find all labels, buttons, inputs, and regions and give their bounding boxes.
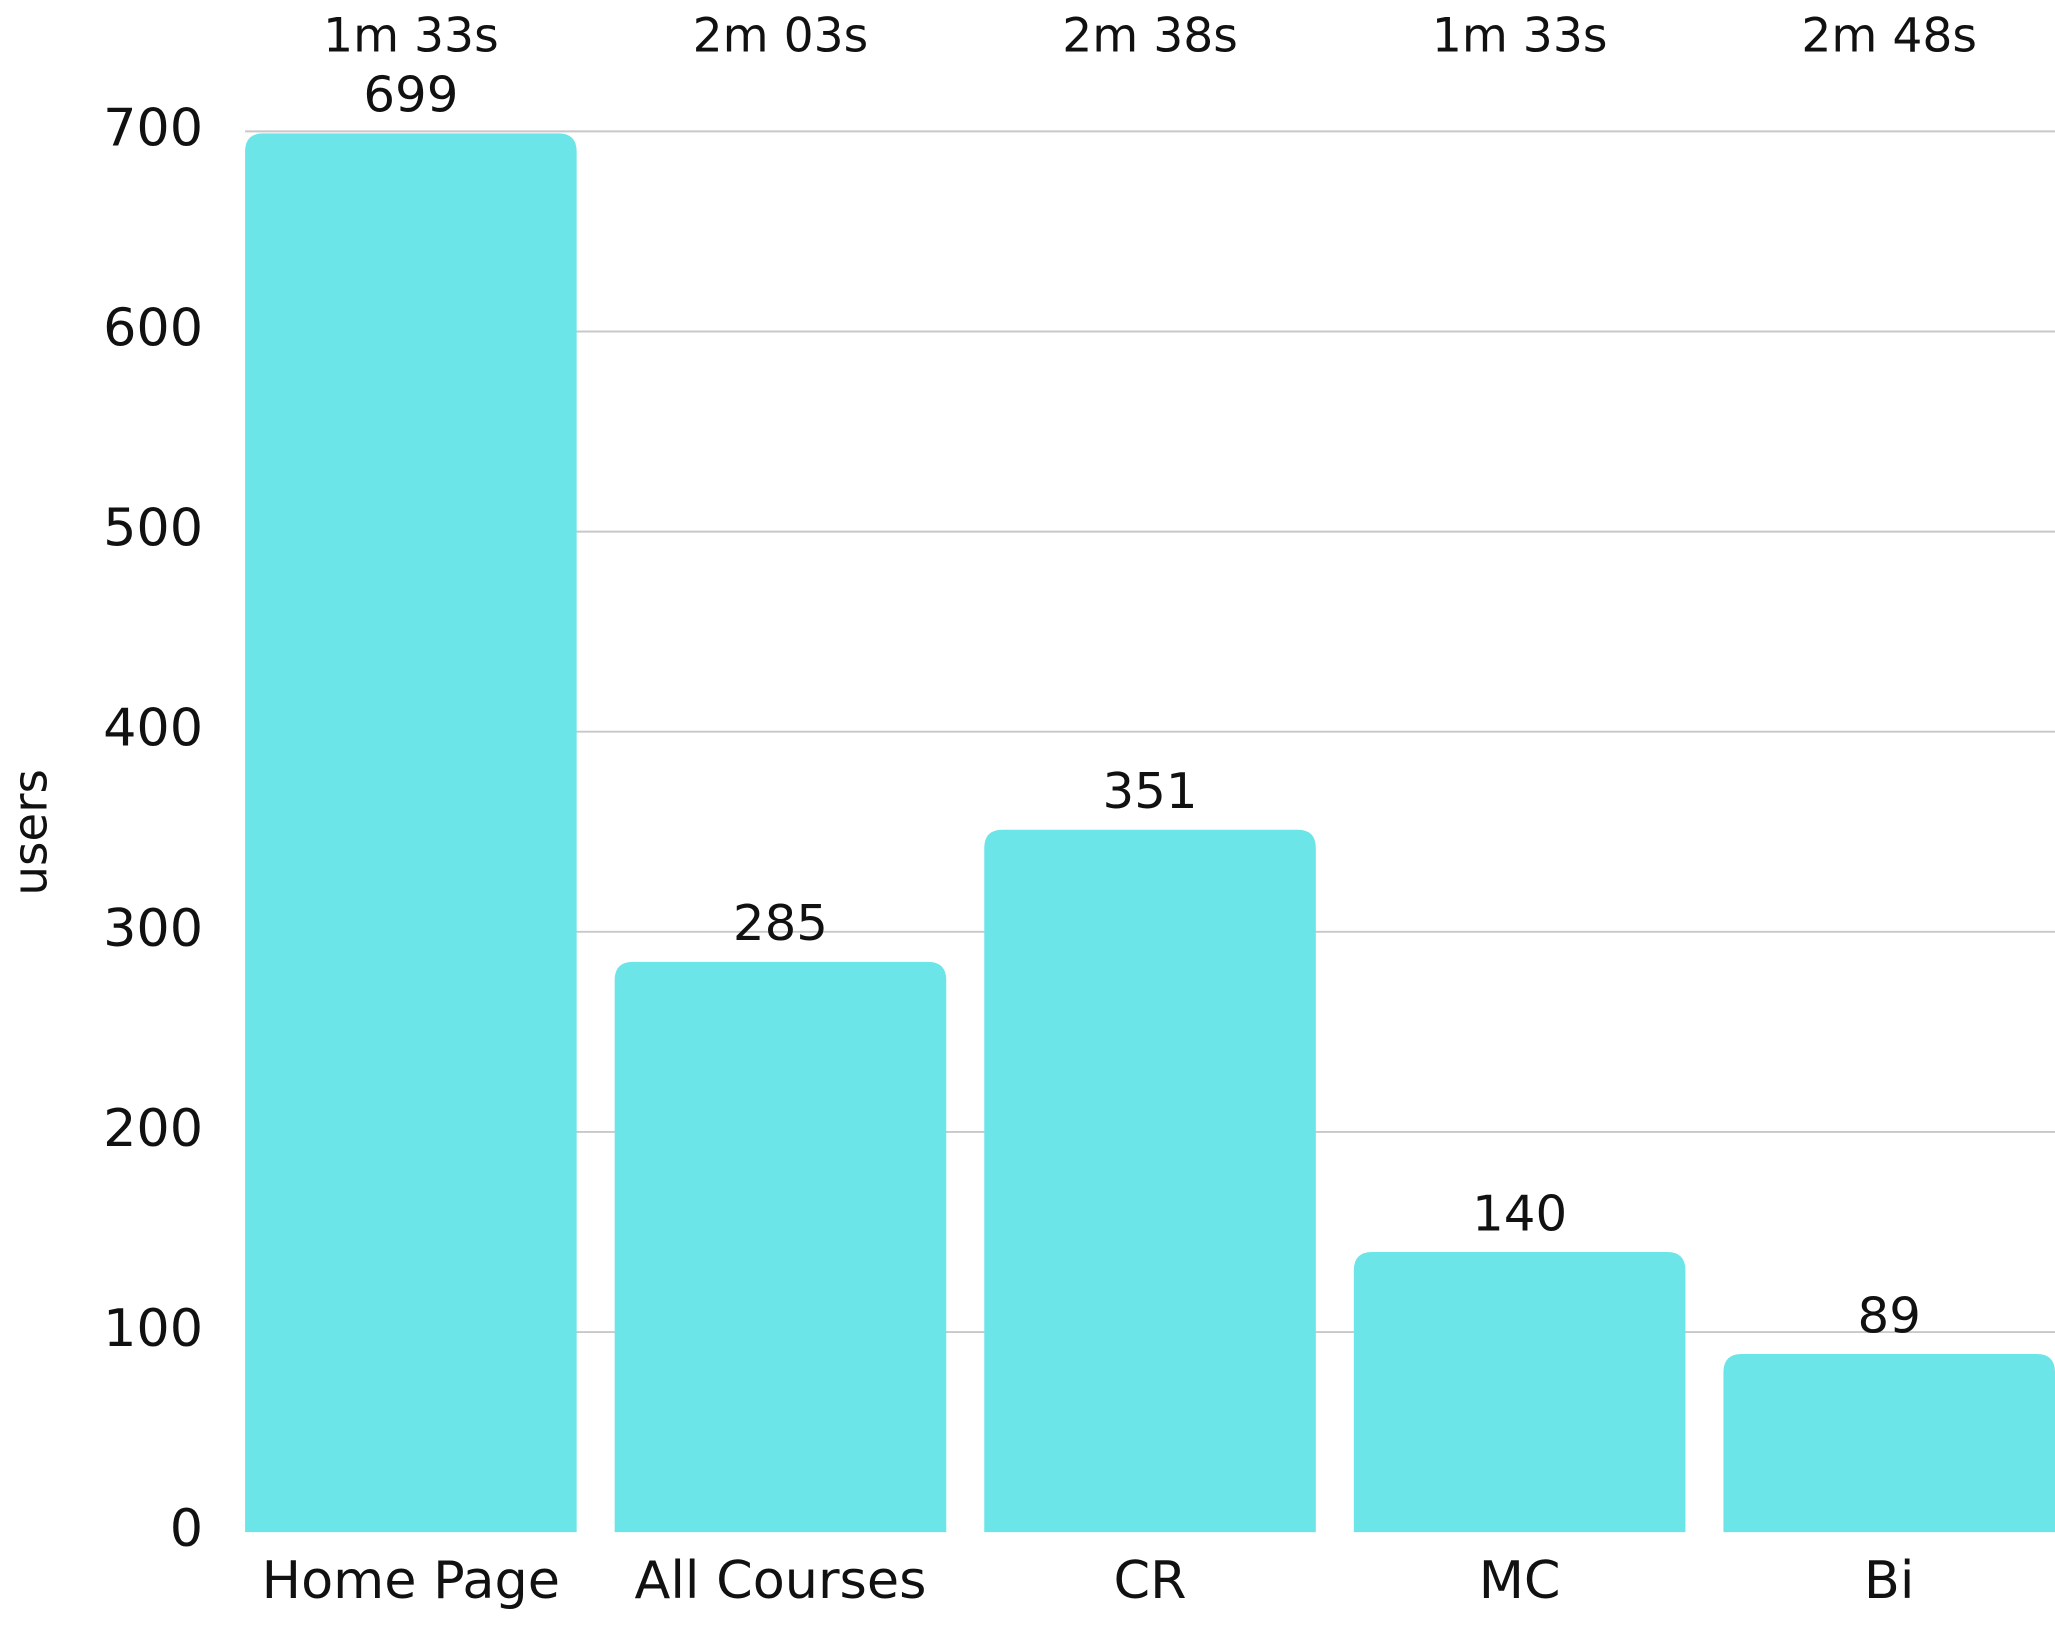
annotation: 2m 38s <box>1062 9 1238 64</box>
bar <box>1723 1354 2055 1533</box>
value-label: 89 <box>1858 1287 1921 1345</box>
annotation: 2m 48s <box>1801 9 1977 64</box>
y-tick-label: 200 <box>103 1099 203 1159</box>
value-label: 285 <box>733 894 828 952</box>
y-tick-label: 0 <box>170 1499 203 1559</box>
annotation: 1m 33s <box>323 9 499 64</box>
bar <box>614 961 947 1533</box>
y-tick-label: 300 <box>103 899 203 959</box>
bar <box>245 133 577 1533</box>
value-label: 140 <box>1472 1185 1567 1243</box>
bar <box>1353 1251 1686 1533</box>
x-tick-label: Bi <box>1864 1551 1915 1611</box>
x-tick-label: All Courses <box>634 1551 926 1611</box>
y-tick-label: 700 <box>103 98 203 158</box>
y-tick-label: 500 <box>103 499 203 559</box>
x-tick-label: CR <box>1114 1551 1187 1611</box>
y-tick-label: 400 <box>103 699 203 759</box>
annotation: 2m 03s <box>693 9 869 64</box>
x-tick-label: Home Page <box>262 1551 560 1611</box>
x-tick-label: MC <box>1479 1551 1561 1611</box>
y-tick-label: 100 <box>103 1299 203 1359</box>
y-axis-label: users <box>3 769 58 896</box>
y-tick-label: 600 <box>103 299 203 359</box>
bar <box>984 829 1316 1533</box>
value-label: 351 <box>1103 762 1198 820</box>
value-label: 699 <box>363 66 458 124</box>
annotation: 1m 33s <box>1432 9 1608 64</box>
